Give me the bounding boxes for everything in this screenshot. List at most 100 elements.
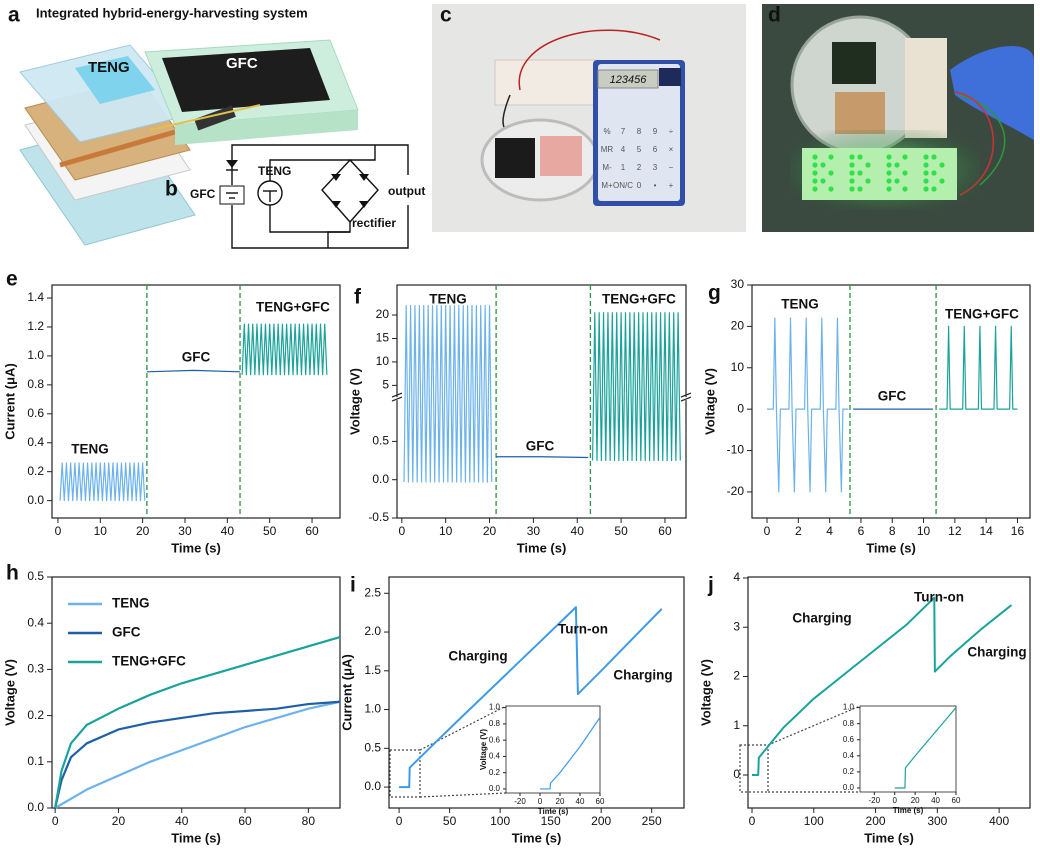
y-tick-label: 0.0 <box>489 784 501 793</box>
schematic-title: Integrated hybrid-energy-harvesting syst… <box>36 5 308 20</box>
y-tick-label: 0.8 <box>843 719 855 728</box>
y-tick-label: 1.0 <box>489 703 501 712</box>
led <box>849 154 855 160</box>
y-tick-label: 0.5 <box>27 569 44 583</box>
schematic-teng-label: TENG <box>88 59 130 76</box>
y-tick-label: 0.4 <box>843 751 855 760</box>
gfc-frame-side <box>175 110 358 145</box>
x-axis-label: Time (s) <box>866 540 916 555</box>
plot-frame <box>51 284 341 519</box>
led <box>886 186 892 192</box>
y-tick-label: 0.5 <box>372 434 389 448</box>
calculator-key: 3 <box>653 163 658 172</box>
axis-break <box>391 392 403 398</box>
schematic-gfc-label: GFC <box>226 55 258 72</box>
zoom-guides <box>389 705 861 798</box>
calculator-face <box>598 64 680 201</box>
breadboard <box>905 38 947 138</box>
annotation: Turn-on <box>914 590 964 605</box>
y-tick-label: 15 <box>376 331 390 345</box>
calculator-key: 5 <box>637 145 642 154</box>
y-tick-label: 1.4 <box>27 290 44 304</box>
led <box>849 186 855 192</box>
series-label: GFC <box>878 389 907 404</box>
plot-frame <box>505 705 601 794</box>
calculator-key: × <box>669 145 674 154</box>
y-tick-label: 0 <box>737 401 744 415</box>
x-tick-label: 100 <box>804 814 824 828</box>
calculator-key: MR <box>601 145 614 154</box>
y-axis-label: Current (μA) <box>2 363 17 440</box>
axis-break <box>391 396 403 402</box>
x-tick-label: 60 <box>596 797 605 806</box>
led <box>931 170 937 176</box>
x-tick-label: 20 <box>556 797 565 806</box>
led <box>857 170 863 176</box>
y-tick-label: 5 <box>382 378 389 392</box>
y-axis-label: Voltage (V) <box>479 729 488 771</box>
series-label: TENG+GFC <box>945 307 1019 322</box>
y-tick-label: 10 <box>376 354 390 368</box>
x-tick-label: 2 <box>795 524 802 538</box>
led-array <box>812 154 945 192</box>
y-tick-label: 20 <box>376 307 390 321</box>
led <box>820 162 826 168</box>
series-line <box>496 456 589 459</box>
led <box>820 178 826 184</box>
series-line <box>59 462 146 502</box>
x-tick-label: 20 <box>483 524 497 538</box>
x-tick-label: 30 <box>178 524 192 538</box>
series-line <box>54 700 341 809</box>
calculator-key: + <box>669 181 674 190</box>
panel-label: d <box>768 4 781 27</box>
battery <box>219 185 245 205</box>
zoom-line <box>767 705 861 746</box>
calculator-key: ÷ <box>669 127 674 136</box>
series-label: TENG <box>429 292 467 307</box>
x-tick-label: 10 <box>94 524 108 538</box>
led <box>923 186 929 192</box>
led <box>812 178 818 184</box>
plot-frame <box>388 576 685 809</box>
y-axis-label: Voltage (V) <box>2 659 17 726</box>
wire <box>231 205 409 249</box>
calculator-key: 9 <box>653 127 658 136</box>
series-line <box>403 305 493 483</box>
y-tick-label: 0.6 <box>489 735 501 744</box>
gfc-cell <box>495 138 535 178</box>
series-line <box>767 317 849 493</box>
led <box>886 178 892 184</box>
calculator-key: M- <box>602 163 612 172</box>
wire <box>518 29 661 91</box>
calculator-key: % <box>603 127 610 136</box>
led <box>849 170 855 176</box>
y-tick-label: 10 <box>731 360 745 374</box>
y-tick-label: 0.1 <box>27 754 44 768</box>
electrode <box>59 129 176 168</box>
calculator-key: 2 <box>637 163 642 172</box>
y-tick-label: 0.3 <box>27 662 44 676</box>
x-axis-label: Time (s) <box>864 830 914 845</box>
x-tick-label: 16 <box>1011 524 1025 538</box>
led <box>902 186 908 192</box>
y-tick-label: 1.0 <box>364 702 381 716</box>
x-tick-label: 50 <box>443 814 457 828</box>
x-tick-label: 0 <box>764 524 771 538</box>
plot-frame <box>859 705 957 793</box>
led <box>931 154 937 160</box>
x-tick-label: 20 <box>112 814 126 828</box>
y-tick-label: 0.2 <box>843 767 855 776</box>
x-tick-label: 400 <box>989 814 1009 828</box>
y-tick-label: 20 <box>731 319 745 333</box>
series-line <box>399 606 663 789</box>
y-tick-label: 0 <box>733 767 740 781</box>
y-tick-label: -20 <box>727 484 745 498</box>
x-tick-label: 200 <box>866 814 886 828</box>
y-tick-label: 0.8 <box>489 719 501 728</box>
led <box>923 162 929 168</box>
led <box>857 186 863 192</box>
y-tick-label: 0.4 <box>27 615 44 629</box>
led <box>902 154 908 160</box>
y-tick-label: 1.0 <box>843 703 855 712</box>
